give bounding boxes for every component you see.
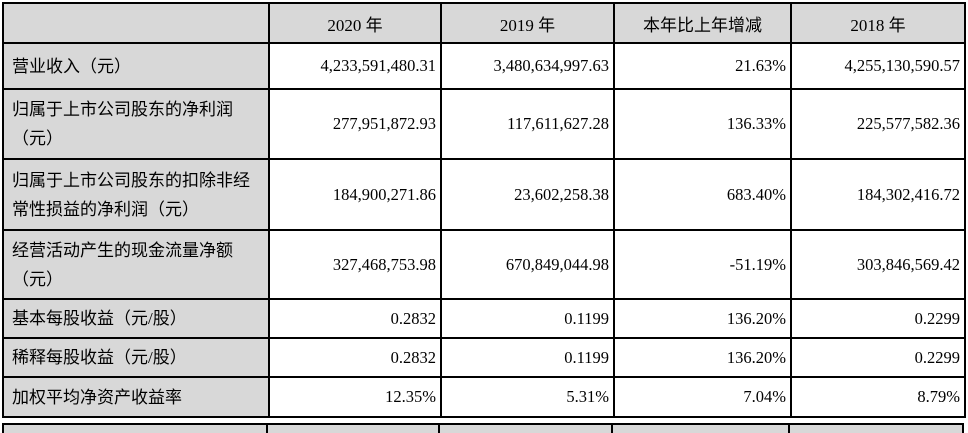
cell-roe-2019: 5.31%	[440, 376, 615, 418]
cell-diluted-eps-2020: 0.2832	[268, 337, 442, 378]
cell-cash-flow-2020: 327,468,753.98	[268, 229, 442, 300]
cell-cash-flow-yoy: -51.19%	[613, 229, 792, 300]
row-label-net-profit: 归属于上市公司股东的净利润（元）	[2, 88, 270, 160]
cell-roe-yoy: 7.04%	[613, 376, 792, 418]
row-label-revenue: 营业收入（元）	[2, 42, 270, 90]
cell-revenue-2020: 4,233,591,480.31	[268, 42, 442, 90]
financial-summary-table: 2020 年 2019 年 本年比上年增减 2018 年 营业收入（元） 4,2…	[2, 2, 966, 418]
cell-net-profit-excl-yoy: 683.40%	[613, 158, 792, 231]
cell-cash-flow-2018: 303,846,569.42	[790, 229, 966, 300]
cell-net-profit-yoy: 136.33%	[613, 88, 792, 160]
table-row-net-profit: 归属于上市公司股东的净利润（元） 277,951,872.93 117,611,…	[2, 88, 966, 160]
cell-roe-2018: 8.79%	[790, 376, 966, 418]
cell-cash-flow-2019: 670,849,044.98	[440, 229, 615, 300]
row-label-operating-cash-flow: 经营活动产生的现金流量净额（元）	[2, 229, 270, 300]
cell-net-profit-excl-2018: 184,302,416.72	[790, 158, 966, 231]
cell-basic-eps-2019: 0.1199	[440, 298, 615, 339]
cell-basic-eps-yoy: 136.20%	[613, 298, 792, 339]
table-border-nub	[2, 425, 4, 433]
cell-basic-eps-2018: 0.2299	[790, 298, 966, 339]
cell-roe-2020: 12.35%	[268, 376, 442, 418]
cell-net-profit-2020: 277,951,872.93	[268, 88, 442, 160]
header-cell-year-2019: 2019 年	[440, 2, 615, 44]
table-border-nub	[611, 425, 613, 433]
table-border-nub	[788, 425, 790, 433]
table-row-operating-cash-flow: 经营活动产生的现金流量净额（元） 327,468,753.98 670,849,…	[2, 229, 966, 300]
table-border-nub	[266, 425, 268, 433]
cell-net-profit-excl-2019: 23,602,258.38	[440, 158, 615, 231]
cell-diluted-eps-2019: 0.1199	[440, 337, 615, 378]
cell-net-profit-2018: 225,577,582.36	[790, 88, 966, 160]
table-row-revenue: 营业收入（元） 4,233,591,480.31 3,480,634,997.6…	[2, 42, 966, 90]
next-row-partial-crop	[2, 423, 964, 433]
header-cell-empty	[2, 2, 270, 44]
row-label-net-profit-excl-nonrecurring: 归属于上市公司股东的扣除非经常性损益的净利润（元）	[2, 158, 270, 231]
table-row-diluted-eps: 稀释每股收益（元/股） 0.2832 0.1199 136.20% 0.2299	[2, 337, 966, 378]
cell-net-profit-2019: 117,611,627.28	[440, 88, 615, 160]
row-label-weighted-avg-roe: 加权平均净资产收益率	[2, 376, 270, 418]
table-row-net-profit-excl-nonrecurring: 归属于上市公司股东的扣除非经常性损益的净利润（元） 184,900,271.86…	[2, 158, 966, 231]
cell-diluted-eps-2018: 0.2299	[790, 337, 966, 378]
table-border-nub	[438, 425, 440, 433]
header-cell-year-2018: 2018 年	[790, 2, 966, 44]
row-label-diluted-eps: 稀释每股收益（元/股）	[2, 337, 270, 378]
table-row-weighted-avg-roe: 加权平均净资产收益率 12.35% 5.31% 7.04% 8.79%	[2, 376, 966, 418]
cell-diluted-eps-yoy: 136.20%	[613, 337, 792, 378]
cell-revenue-2018: 4,255,130,590.57	[790, 42, 966, 90]
header-row: 2020 年 2019 年 本年比上年增减 2018 年	[2, 2, 966, 44]
cell-revenue-2019: 3,480,634,997.63	[440, 42, 615, 90]
cell-net-profit-excl-2020: 184,900,271.86	[268, 158, 442, 231]
table-row-basic-eps: 基本每股收益（元/股） 0.2832 0.1199 136.20% 0.2299	[2, 298, 966, 339]
header-cell-year-2020: 2020 年	[268, 2, 442, 44]
table-border-nub	[962, 425, 964, 433]
cell-basic-eps-2020: 0.2832	[268, 298, 442, 339]
row-label-basic-eps: 基本每股收益（元/股）	[2, 298, 270, 339]
cell-revenue-yoy: 21.63%	[613, 42, 792, 90]
header-cell-yoy-change: 本年比上年增减	[613, 2, 792, 44]
